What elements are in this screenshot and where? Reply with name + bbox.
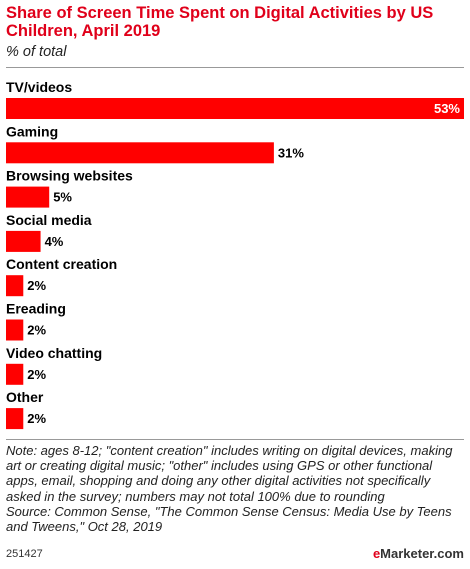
value-label: 2% bbox=[27, 278, 46, 293]
category-label: Gaming bbox=[6, 123, 58, 139]
bar bbox=[6, 319, 24, 341]
note-text: Note: ages 8-12; "content creation" incl… bbox=[6, 443, 453, 504]
bar-chart: TV/videos 53% Gaming 31% Browsing websites 5%… bbox=[6, 79, 464, 430]
category-label: Other bbox=[6, 389, 44, 405]
category-label: Social media bbox=[6, 212, 92, 228]
category-label: Ereading bbox=[6, 301, 66, 317]
bar bbox=[6, 142, 274, 164]
value-label: 2% bbox=[27, 323, 46, 338]
chart-id: 251427 bbox=[6, 548, 43, 560]
bar bbox=[6, 186, 50, 208]
brand-logo: eMarketer.com bbox=[373, 546, 464, 561]
category-label: Video chatting bbox=[6, 345, 102, 361]
category-label: TV/videos bbox=[6, 79, 72, 95]
category-label: Content creation bbox=[6, 256, 117, 272]
value-label: 5% bbox=[53, 190, 72, 205]
chart-title: Share of Screen Time Spent on Digital Ac… bbox=[6, 4, 434, 40]
bar bbox=[6, 98, 464, 119]
value-label: 4% bbox=[45, 234, 64, 249]
bar bbox=[6, 408, 24, 430]
bar bbox=[6, 275, 24, 297]
bottom-divider bbox=[6, 439, 464, 440]
value-label: 2% bbox=[27, 367, 46, 382]
value-label: 31% bbox=[278, 145, 304, 160]
bar bbox=[6, 230, 41, 252]
value-label: 53% bbox=[434, 101, 460, 116]
chart-notes: Note: ages 8-12; "content creation" incl… bbox=[6, 443, 466, 534]
bar bbox=[6, 363, 24, 385]
category-label: Browsing websites bbox=[6, 168, 133, 184]
brand-name: Marketer.com bbox=[380, 546, 464, 561]
brand-prefix: e bbox=[372, 546, 381, 561]
value-label: 2% bbox=[27, 411, 46, 426]
source-text: Source: Common Sense, "The Common Sense … bbox=[6, 503, 452, 535]
top-divider bbox=[6, 67, 464, 68]
chart-subtitle: % of total bbox=[6, 44, 67, 60]
